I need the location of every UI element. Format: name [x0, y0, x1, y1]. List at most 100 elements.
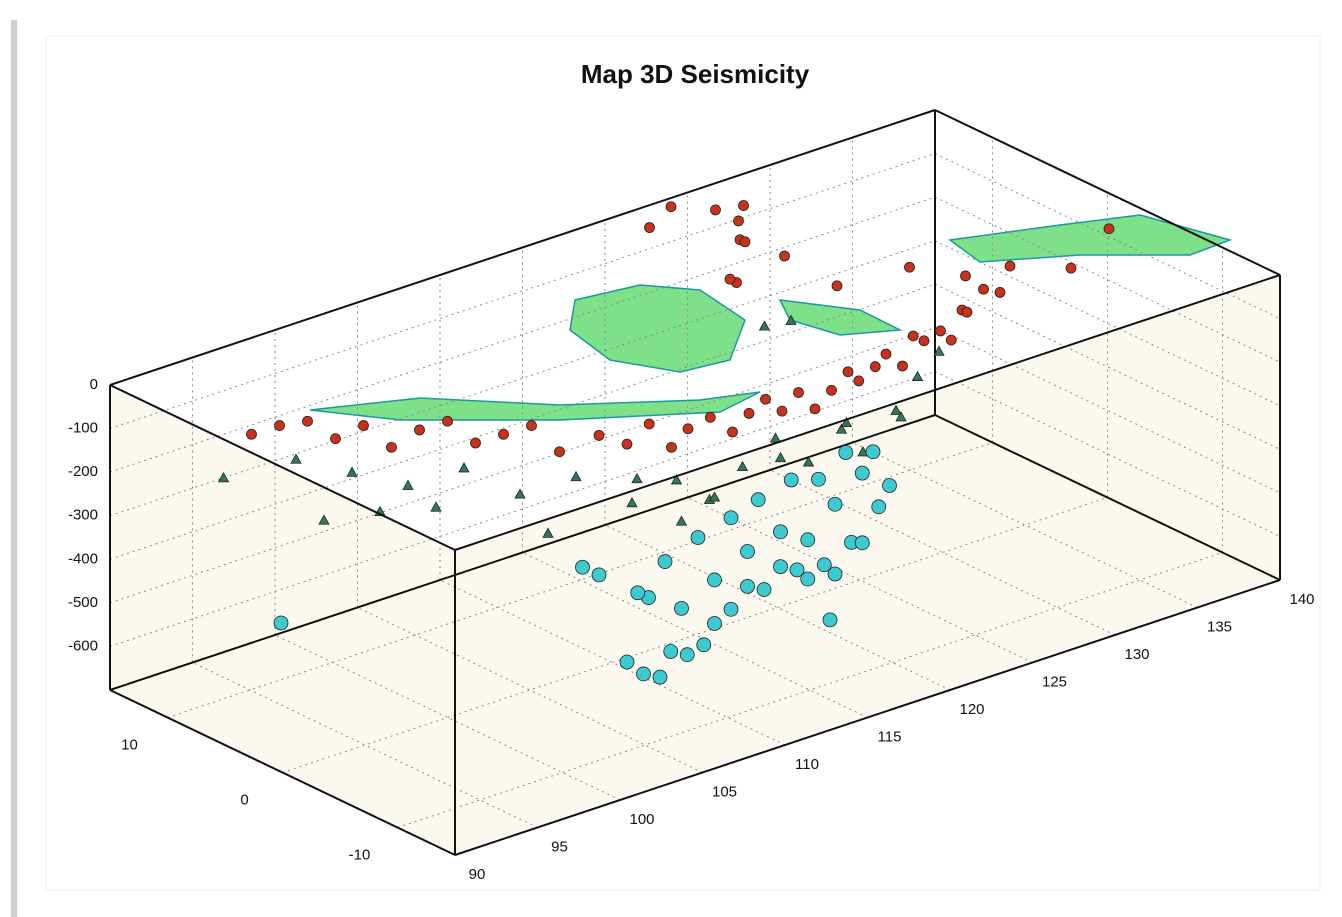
point: [273, 615, 289, 631]
x-tick-label: 115: [878, 728, 902, 745]
point: [274, 420, 285, 431]
z-tick-label: -400: [68, 550, 98, 567]
y-tick-label: 10: [121, 736, 138, 753]
point: [707, 572, 722, 588]
grid-line: [109, 327, 936, 604]
point: [696, 637, 712, 653]
landmass: [569, 284, 746, 373]
grid-line: [109, 283, 936, 560]
point: [773, 524, 788, 540]
point: [621, 438, 633, 450]
z-tick-label: 0: [90, 376, 98, 393]
point: [793, 387, 804, 398]
landmass: [948, 214, 1233, 263]
point: [619, 654, 635, 670]
y-tick-label: -10: [349, 846, 371, 863]
point: [302, 415, 313, 427]
point: [826, 384, 837, 396]
point: [358, 420, 369, 431]
point: [774, 451, 787, 463]
point: [882, 478, 897, 493]
point: [756, 582, 772, 597]
point: [816, 557, 832, 573]
point: [498, 428, 509, 440]
point: [857, 446, 869, 457]
point: [739, 236, 751, 248]
point: [631, 472, 643, 484]
point: [442, 415, 453, 427]
x-tick-label: 95: [551, 838, 568, 855]
point: [880, 348, 892, 360]
box-edge: [109, 109, 936, 386]
x-tick-label: 140: [1289, 591, 1314, 608]
point: [708, 491, 721, 502]
grid-line: [109, 153, 936, 430]
point: [838, 445, 854, 460]
point: [593, 430, 605, 441]
point: [960, 270, 971, 282]
point: [330, 433, 341, 445]
x-tick-label: 100: [629, 811, 654, 828]
grid-line: [934, 240, 1281, 407]
z-tick-label: -100: [68, 420, 98, 437]
point: [707, 616, 722, 631]
box-edge: [454, 274, 1281, 551]
floor: [110, 415, 1280, 855]
chart-title: Map 3D Seismicity: [581, 59, 810, 89]
point: [526, 420, 537, 431]
point: [758, 320, 771, 331]
point: [663, 644, 679, 659]
point: [290, 453, 302, 464]
point: [835, 423, 848, 434]
point: [785, 314, 797, 325]
x-tick-label: 120: [959, 701, 984, 718]
z-tick-label: -600: [68, 637, 98, 654]
point: [414, 424, 425, 436]
point: [869, 361, 881, 373]
point: [723, 510, 739, 526]
point: [776, 405, 788, 417]
point: [690, 530, 706, 545]
grid-line: [439, 579, 786, 746]
landmass: [309, 391, 761, 421]
point: [840, 416, 853, 428]
point: [575, 559, 590, 575]
grid-line: [109, 196, 936, 473]
grid-line: [934, 327, 1281, 494]
point: [630, 585, 646, 601]
point: [740, 544, 755, 559]
point: [542, 527, 554, 538]
grid-line: [522, 552, 868, 718]
grid-line: [934, 370, 1281, 537]
point: [665, 201, 677, 213]
z-tick-label: -500: [68, 594, 98, 611]
point: [724, 273, 736, 285]
x-tick-label: 125: [1042, 673, 1067, 690]
grid-line: [282, 497, 1108, 773]
point: [644, 222, 655, 233]
point: [853, 375, 865, 387]
grid-line: [769, 469, 1116, 636]
point: [933, 345, 945, 356]
grid-line: [687, 497, 1033, 663]
point: [854, 465, 870, 481]
point: [907, 330, 919, 342]
point: [675, 515, 688, 526]
point: [842, 366, 854, 378]
point: [591, 567, 607, 583]
point: [895, 411, 907, 422]
point: [386, 441, 397, 453]
point: [704, 411, 716, 423]
grid-line: [934, 196, 1281, 363]
point: [750, 492, 766, 508]
point: [710, 204, 721, 216]
point: [643, 418, 655, 430]
point: [1103, 223, 1115, 235]
point: [1065, 262, 1077, 274]
point: [402, 479, 414, 490]
box-edge: [109, 414, 936, 691]
grid-line: [397, 552, 1223, 828]
plot: 9095100105110115120125130135140-100100-1…: [68, 109, 1315, 883]
point: [738, 200, 749, 211]
